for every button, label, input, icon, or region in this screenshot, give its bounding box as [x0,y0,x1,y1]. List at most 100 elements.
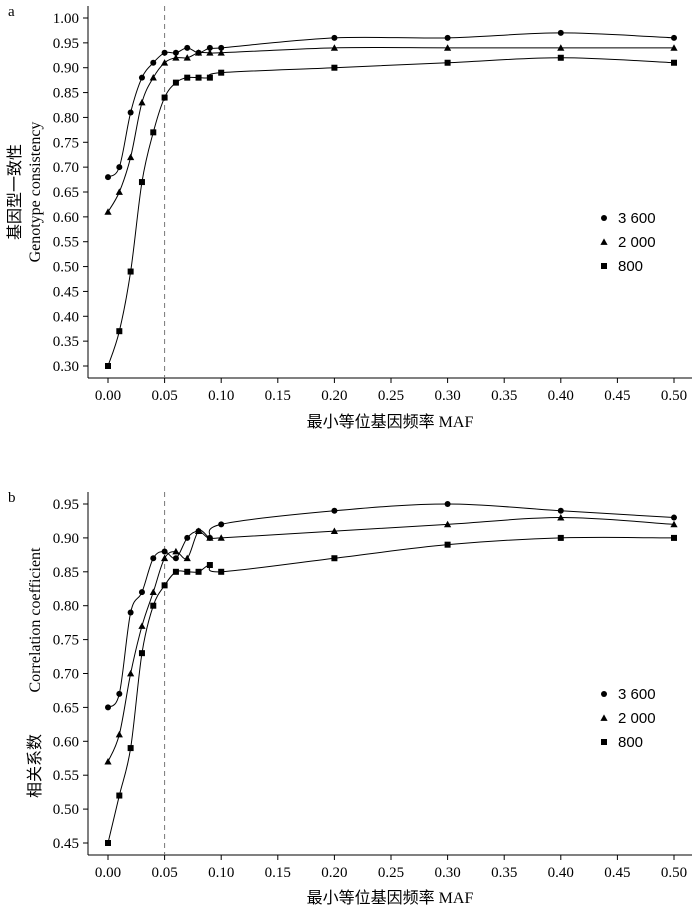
legend-marker-triangle [600,714,608,721]
x-tick-label: 0.05 [151,388,177,404]
data-point [161,554,169,562]
data-point [557,507,564,514]
legend-marker-circle [601,215,607,221]
y-tick-label: 0.70 [53,667,79,683]
data-point [127,109,134,116]
legend-marker-triangle [600,238,608,245]
data-point [184,568,191,575]
series-line [107,46,674,213]
x-tick-label: 0.15 [265,388,291,404]
y-tick-label: 0.65 [53,700,79,716]
data-point [104,208,112,215]
data-point [105,840,111,846]
y-tick-label: 0.70 [53,160,79,176]
x-tick-label: 0.10 [208,865,234,881]
data-point [161,94,168,101]
legend-label: 3 600 [618,686,656,703]
x-tick-label: 0.10 [208,388,234,404]
series-circle [105,29,677,181]
data-point [138,650,145,657]
y-axis-title-en: Correlation coefficient [27,547,44,693]
data-point [184,44,191,51]
x-tick-label: 0.20 [321,388,347,404]
y-tick-label: 0.75 [53,633,79,649]
data-point [161,59,169,66]
data-point [557,54,564,61]
legend-label: 800 [618,734,643,751]
data-point [218,69,225,76]
data-point [116,164,123,171]
data-point [150,129,157,136]
y-tick-label: 0.60 [53,734,79,750]
x-axis-title: 最小等位基因频率 MAF [307,889,474,907]
data-point [150,555,157,562]
y-tick-label: 0.80 [53,599,79,615]
y-tick-label: 0.35 [53,334,79,350]
data-point [330,527,338,534]
legend-label: 2 000 [618,710,656,727]
data-point [172,54,180,61]
y-axis-title-en: Genotype consistency [27,122,44,263]
x-tick-label: 0.40 [548,388,574,404]
series-triangle [104,44,678,215]
data-point [149,588,157,596]
data-point [150,602,157,609]
panel-label: a [8,4,15,20]
data-point [183,54,191,61]
data-point [444,541,451,548]
data-point [557,44,565,51]
data-point [206,74,213,81]
data-point [138,589,145,596]
legend-marker-circle [601,691,607,697]
data-point [150,59,157,66]
x-tick-label: 0.50 [661,865,687,881]
y-tick-label: 0.45 [53,284,79,300]
data-point [218,521,225,528]
x-tick-label: 0.35 [491,865,517,881]
series-line [107,32,675,178]
data-point [206,562,213,569]
legend-marker-square [601,263,607,269]
y-axis-title-cn: 基因型一致性 [6,144,24,240]
y-tick-label: 0.40 [53,309,79,325]
data-point [218,568,225,575]
data-point [195,74,202,81]
data-point [161,582,168,589]
y-tick-label: 0.65 [53,185,79,201]
series-square [105,54,677,369]
panel-label: b [8,490,16,506]
data-point [138,179,145,186]
data-point [670,44,678,51]
data-point [217,534,225,541]
data-point [206,49,214,56]
data-point [138,74,145,81]
x-tick-label: 0.05 [151,865,177,881]
data-point [115,730,123,738]
data-point [115,188,123,195]
x-tick-label: 0.50 [661,388,687,404]
y-tick-label: 0.75 [53,135,79,151]
series-triangle [104,513,678,765]
y-tick-label: 0.55 [53,768,79,784]
data-point [172,547,180,555]
data-point [444,59,451,66]
data-point [195,568,202,575]
x-tick-label: 0.45 [604,865,630,881]
y-tick-label: 0.50 [53,802,79,818]
y-tick-label: 0.95 [53,497,79,513]
data-point [194,49,203,56]
series-circle [105,501,677,711]
data-point [127,268,134,275]
x-tick-label: 0.25 [378,865,404,881]
series-square [105,534,677,846]
x-tick-label: 0.00 [95,865,121,881]
data-point [184,74,191,81]
data-point [444,34,451,41]
data-point [184,534,191,541]
data-point [161,49,168,56]
data-point [331,64,338,71]
data-point [172,555,179,562]
data-point [138,98,146,106]
data-point [149,74,157,81]
